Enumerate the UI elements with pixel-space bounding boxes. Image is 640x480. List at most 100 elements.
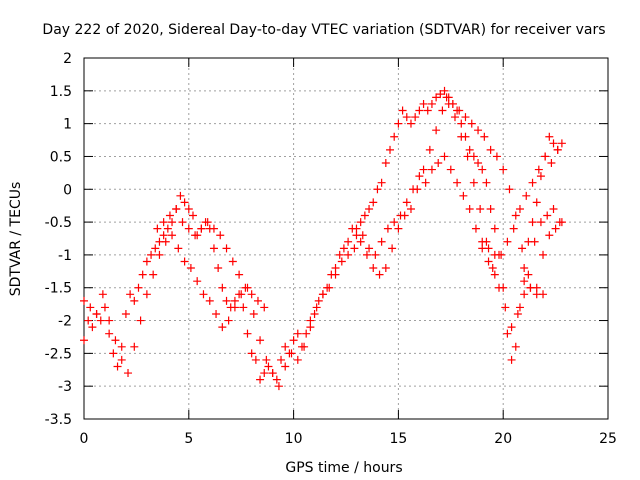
data-point <box>434 159 443 168</box>
data-point <box>325 283 334 292</box>
data-series <box>80 86 566 384</box>
y-tick-label: -3 <box>58 379 72 395</box>
data-point <box>105 316 114 325</box>
data-point <box>237 290 246 299</box>
data-point <box>557 139 566 148</box>
data-point <box>186 264 195 273</box>
data-point <box>501 303 510 312</box>
data-point <box>96 316 105 325</box>
data-point <box>318 290 327 299</box>
data-point <box>92 309 101 318</box>
data-point <box>503 237 512 246</box>
data-point <box>356 218 365 227</box>
data-point <box>396 211 405 220</box>
x-tick-label: 25 <box>599 431 617 447</box>
data-point <box>117 342 126 351</box>
data-point <box>528 178 537 187</box>
data-point <box>532 283 541 292</box>
data-point <box>287 349 296 358</box>
data-point <box>383 224 392 233</box>
data-point <box>536 172 545 181</box>
data-point <box>360 211 369 220</box>
data-point <box>432 93 441 102</box>
data-point <box>358 231 367 240</box>
data-point <box>406 119 415 128</box>
data-point <box>503 329 512 338</box>
data-point <box>509 224 518 233</box>
data-point <box>180 257 189 266</box>
data-point <box>100 303 109 312</box>
x-tick-label: 10 <box>285 431 303 447</box>
data-point <box>511 342 520 351</box>
data-point <box>490 250 499 259</box>
data-point <box>520 290 529 299</box>
data-point <box>216 231 225 240</box>
data-point <box>277 355 286 364</box>
data-point <box>469 178 478 187</box>
y-tick-label: 0 <box>63 182 72 198</box>
data-point <box>281 342 290 351</box>
data-point <box>153 224 162 233</box>
data-point <box>113 362 122 371</box>
data-point <box>490 270 499 279</box>
data-point <box>375 270 384 279</box>
data-point <box>515 204 524 213</box>
y-tick-label: -1.5 <box>45 281 72 297</box>
data-point <box>184 224 193 233</box>
data-point <box>134 283 143 292</box>
data-point <box>415 106 424 115</box>
data-point <box>98 290 107 299</box>
data-point <box>136 316 145 325</box>
data-point <box>520 277 529 286</box>
data-point <box>191 231 200 240</box>
data-point <box>337 257 346 266</box>
data-point <box>249 309 258 318</box>
data-point <box>130 342 139 351</box>
data-point <box>457 132 466 141</box>
data-point <box>256 336 265 345</box>
data-point <box>532 198 541 207</box>
data-point <box>163 224 172 233</box>
data-point <box>222 296 231 305</box>
data-point <box>534 165 543 174</box>
data-point <box>488 264 497 273</box>
data-point <box>272 375 281 384</box>
data-point <box>80 296 88 305</box>
data-point <box>310 309 319 318</box>
data-point <box>193 277 202 286</box>
data-point <box>474 126 483 135</box>
data-point <box>507 323 516 332</box>
data-point <box>478 237 487 246</box>
data-point <box>117 355 126 364</box>
data-point <box>126 290 135 299</box>
data-point <box>522 191 531 200</box>
data-point <box>224 316 233 325</box>
data-point <box>174 244 183 253</box>
data-point <box>495 283 504 292</box>
data-point <box>511 211 520 220</box>
data-point <box>419 165 428 174</box>
y-tick-label: -2 <box>58 314 72 330</box>
data-point <box>442 93 451 102</box>
data-series <box>442 93 564 299</box>
data-point <box>289 336 298 345</box>
data-point <box>518 244 527 253</box>
data-point <box>88 323 97 332</box>
data-point <box>371 250 380 259</box>
data-point <box>161 237 170 246</box>
data-point <box>260 303 269 312</box>
grid-lines <box>84 58 608 419</box>
data-point <box>130 296 139 305</box>
data-point <box>415 172 424 181</box>
data-point <box>205 296 214 305</box>
y-tick-label: -1 <box>58 248 72 264</box>
data-point <box>553 145 562 154</box>
data-point <box>264 362 273 371</box>
data-point <box>199 290 208 299</box>
data-point <box>260 369 269 378</box>
chart-title: Day 222 of 2020, Sidereal Day-to-day VTE… <box>42 22 605 38</box>
data-point <box>365 244 374 253</box>
data-point <box>247 290 256 299</box>
data-point <box>151 244 160 253</box>
data-point <box>549 204 558 213</box>
